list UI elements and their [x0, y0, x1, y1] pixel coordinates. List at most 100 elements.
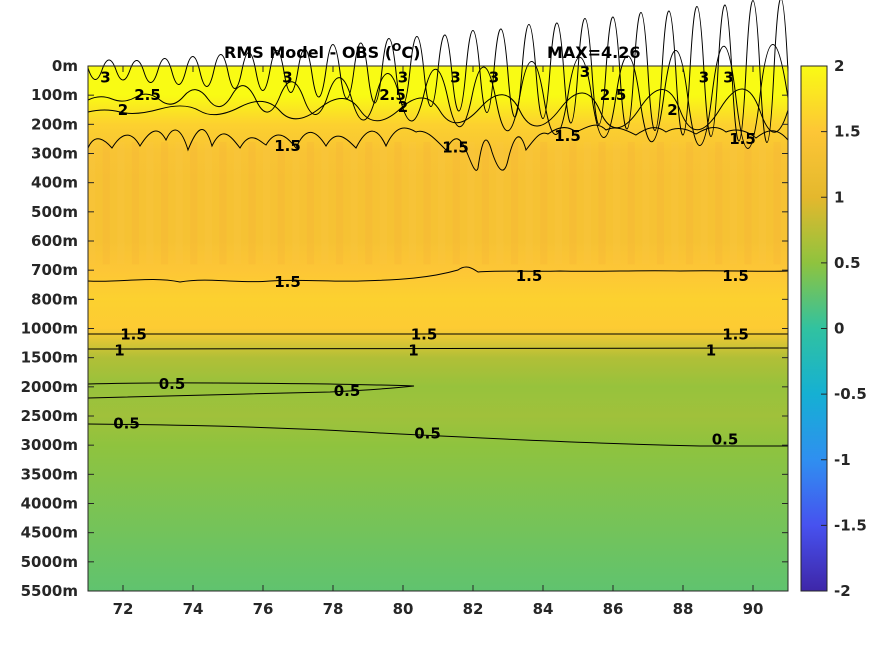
contour-label: 1 [706, 341, 716, 359]
texture-streak [525, 141, 533, 265]
y-tick-label: 700m [31, 261, 78, 279]
contour-label: 2.5 [134, 86, 161, 104]
y-axis: 0m 100m 200m 300m 400m 500m 600m 700m 800m 1000m 1… [21, 57, 788, 600]
contour-label: 1 [408, 341, 418, 359]
x-tick-label: 82 [463, 600, 484, 618]
texture-streak [700, 141, 708, 265]
contour-label: 1.5 [516, 267, 543, 285]
contour-label: 3 [450, 69, 460, 87]
texture-streak [656, 141, 665, 265]
texture-streak [554, 141, 562, 265]
texture-streak [729, 141, 737, 265]
y-tick-label: 3500m [21, 465, 78, 483]
y-tick-label: 400m [31, 174, 78, 192]
y-tick-label: 2500m [21, 407, 78, 425]
texture-streak [117, 141, 125, 265]
y-tick-label: 500m [31, 203, 78, 221]
contour-0-5-upper [87, 382, 415, 399]
y-tick-label: 5500m [21, 582, 78, 600]
x-tick-label: 80 [393, 600, 414, 618]
contour-1 [87, 347, 789, 350]
x-axis: 72 74 76 78 80 82 84 86 88 90 [113, 66, 764, 618]
contour-label: 3 [100, 69, 110, 87]
texture-streak [773, 141, 781, 265]
colorbar-tick-label: -2 [834, 582, 851, 600]
contour-label: 1.5 [722, 325, 749, 343]
texture-streak [510, 141, 519, 265]
colorbar-tick-label: 0 [834, 320, 844, 338]
texture-streak [379, 141, 387, 265]
max-label: MAX=4.26 [547, 43, 641, 62]
contour-label: 1.5 [274, 273, 301, 291]
contour-label: 1.5 [722, 267, 749, 285]
texture-streak [175, 141, 183, 265]
texture-streak [335, 141, 344, 265]
texture-streak [292, 141, 300, 265]
y-tick-label: 300m [31, 145, 78, 163]
texture-streak [642, 141, 650, 265]
texture-streak [467, 141, 475, 265]
colorbar-tick-label: 1 [834, 188, 844, 206]
contour-label: 3 [398, 69, 408, 87]
y-tick-label: 100m [31, 86, 78, 104]
plot-area: 3 3 3 3 3 3 3 32.5 2.5 2.52 2 21.5 1.51.5 1.51.5 1.5 1.… [87, 0, 789, 592]
field-texture [88, 141, 781, 265]
contour-label: 0.5 [334, 382, 361, 400]
texture-streak [408, 141, 417, 265]
x-tick-label: 90 [743, 600, 764, 618]
texture-streak [671, 141, 679, 265]
contour-label: 3 [723, 69, 733, 87]
chart-title: RMS Model - OBS (OC) [224, 41, 420, 62]
contour-label: 1.5 [120, 325, 147, 343]
contour-label: 1.5 [411, 325, 438, 343]
contour-label: 1.5 [554, 127, 581, 145]
texture-streak [685, 141, 694, 265]
contour-label: 2 [398, 98, 408, 116]
contour-lines [87, 0, 789, 447]
contour-1-5-upper [87, 124, 789, 171]
y-tick-label: 3000m [21, 436, 78, 454]
texture-streak [160, 141, 169, 265]
contour-1-5-mid [87, 266, 789, 283]
texture-streak [102, 141, 110, 265]
y-tick-label: 600m [31, 232, 78, 250]
contour-label: 0.5 [159, 375, 186, 393]
texture-streak [306, 141, 315, 265]
colorbar-tick-label: -1.5 [834, 516, 867, 534]
colorbar-ticks: 2 1.5 1 0.5 0 -0.5 -1 -1.5 -2 [821, 57, 867, 600]
y-tick-label: 4500m [21, 524, 78, 542]
y-tick-label: 5000m [21, 553, 78, 571]
texture-streak [233, 141, 242, 265]
y-tick-label: 1000m [21, 320, 78, 338]
texture-streak [452, 141, 460, 265]
texture-streak [496, 141, 504, 265]
texture-streak [758, 141, 767, 265]
contour-label: 1.5 [274, 137, 301, 155]
y-tick-label: 200m [31, 115, 78, 133]
texture-streak [248, 141, 256, 265]
texture-streak [627, 141, 635, 265]
texture-streak [321, 141, 329, 265]
y-tick-label: 2000m [21, 378, 78, 396]
y-tick-label: 4000m [21, 495, 78, 513]
colorbar: 2 1.5 1 0.5 0 -0.5 -1 -1.5 -2 [800, 57, 867, 600]
contour-label: 2.5 [379, 86, 406, 104]
colorbar-tick-label: -0.5 [834, 385, 867, 403]
colorbar-tick-label: 1.5 [834, 123, 861, 141]
texture-streak [204, 141, 212, 265]
contour-2-5 [87, 44, 789, 149]
contour-label: 2.5 [600, 86, 627, 104]
contour-label: 2 [118, 101, 128, 119]
texture-streak [583, 141, 592, 265]
y-tick-label: 0m [52, 57, 78, 75]
texture-streak [219, 141, 227, 265]
x-tick-label: 74 [183, 600, 204, 618]
contour-labels: 3 3 3 3 3 3 3 32.5 2.5 2.52 2 21.5 1.51.5 1.51.5 1.5 1.… [100, 63, 756, 449]
contour-label: 0.5 [113, 414, 140, 432]
texture-streak [569, 141, 577, 265]
texture-streak [394, 141, 402, 265]
texture-streak [277, 141, 285, 265]
contour-label: 3 [282, 69, 292, 87]
heatmap-field [88, 66, 788, 591]
